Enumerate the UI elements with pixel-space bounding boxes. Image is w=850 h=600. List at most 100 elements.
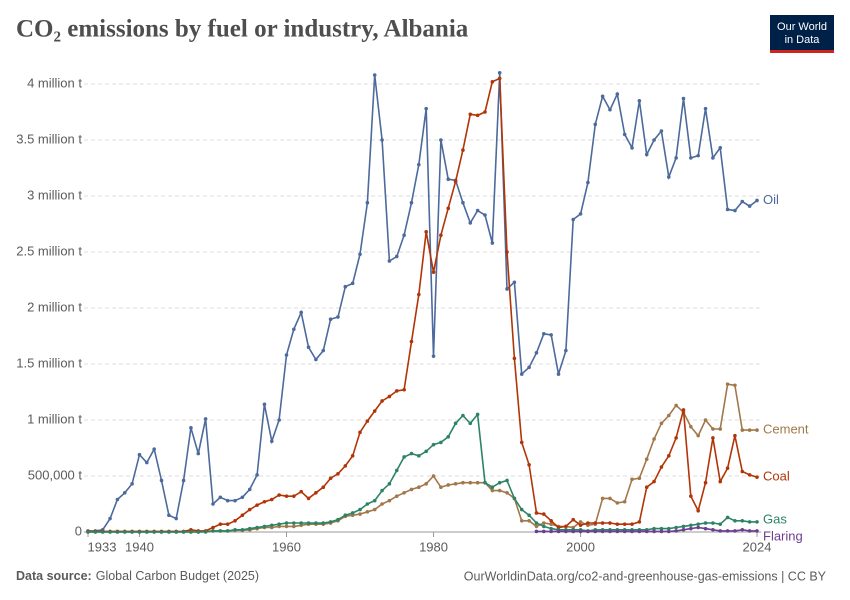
point [571,517,576,522]
point [365,200,370,205]
point [696,525,700,530]
logo-text: Our World [777,21,827,33]
point [218,522,223,526]
x-tick-label: 1960 [272,539,301,554]
point [233,519,237,523]
point [571,217,576,222]
point [527,463,531,467]
point [549,526,553,531]
point [505,491,509,495]
point [689,494,693,498]
point [681,408,686,412]
point [652,529,656,534]
point [255,473,259,477]
y-tick-label: 1.5 million t [16,355,82,370]
point [417,162,421,167]
point [306,496,311,501]
point [622,529,627,534]
point [519,440,524,445]
point [725,529,730,533]
point [277,418,281,422]
point [387,482,392,486]
point [755,529,759,533]
point [505,250,509,254]
point [549,529,553,534]
point [490,79,495,84]
point [622,522,627,526]
point [461,413,465,418]
point [247,526,252,531]
point [689,156,693,160]
x-tick-label: 1940 [125,539,154,554]
point [564,529,568,534]
point [630,529,634,534]
point [284,494,289,498]
point [181,530,186,534]
point [630,522,634,526]
legend-label: Flaring [763,528,803,543]
point [468,421,473,426]
point [689,526,693,531]
point [652,526,656,531]
point [431,270,436,274]
point [740,469,745,474]
y-tick-label: 0 [75,523,82,538]
point [696,153,700,158]
series [86,71,759,533]
point [718,522,723,526]
point [593,521,598,525]
logo-text: in Data [785,34,821,46]
point [122,530,127,534]
point [644,485,649,490]
point [211,529,215,533]
point [240,495,245,500]
point [527,513,531,517]
point [247,487,252,492]
point [549,519,553,523]
point [689,523,693,528]
point [468,112,473,117]
point [167,530,171,534]
point [255,525,259,530]
point [137,530,142,534]
point [314,491,318,495]
point [461,480,465,485]
point [519,507,524,512]
point [703,418,708,422]
point [350,511,355,515]
point [490,485,495,490]
point [468,221,473,225]
point [578,520,583,524]
point [387,259,392,263]
point [600,94,605,99]
point [196,530,201,534]
point [659,529,664,534]
point [277,522,281,526]
point [718,146,723,150]
point [600,529,605,534]
point [622,132,627,137]
point [336,517,340,522]
point [394,494,399,498]
point [446,483,451,487]
point [637,99,642,103]
point [755,198,759,203]
point [284,521,289,525]
point [394,389,399,393]
point [159,478,164,483]
point [343,464,348,468]
point [534,351,539,355]
point [497,76,502,81]
point [593,122,598,127]
logo: Our World in Data [770,15,834,53]
point [674,403,678,408]
point [284,524,289,529]
point [725,515,730,520]
point [321,485,326,490]
point [372,498,377,503]
point [328,476,333,481]
point [652,437,656,441]
point [262,524,267,529]
point [659,129,664,133]
legend-label: Cement [763,422,809,437]
